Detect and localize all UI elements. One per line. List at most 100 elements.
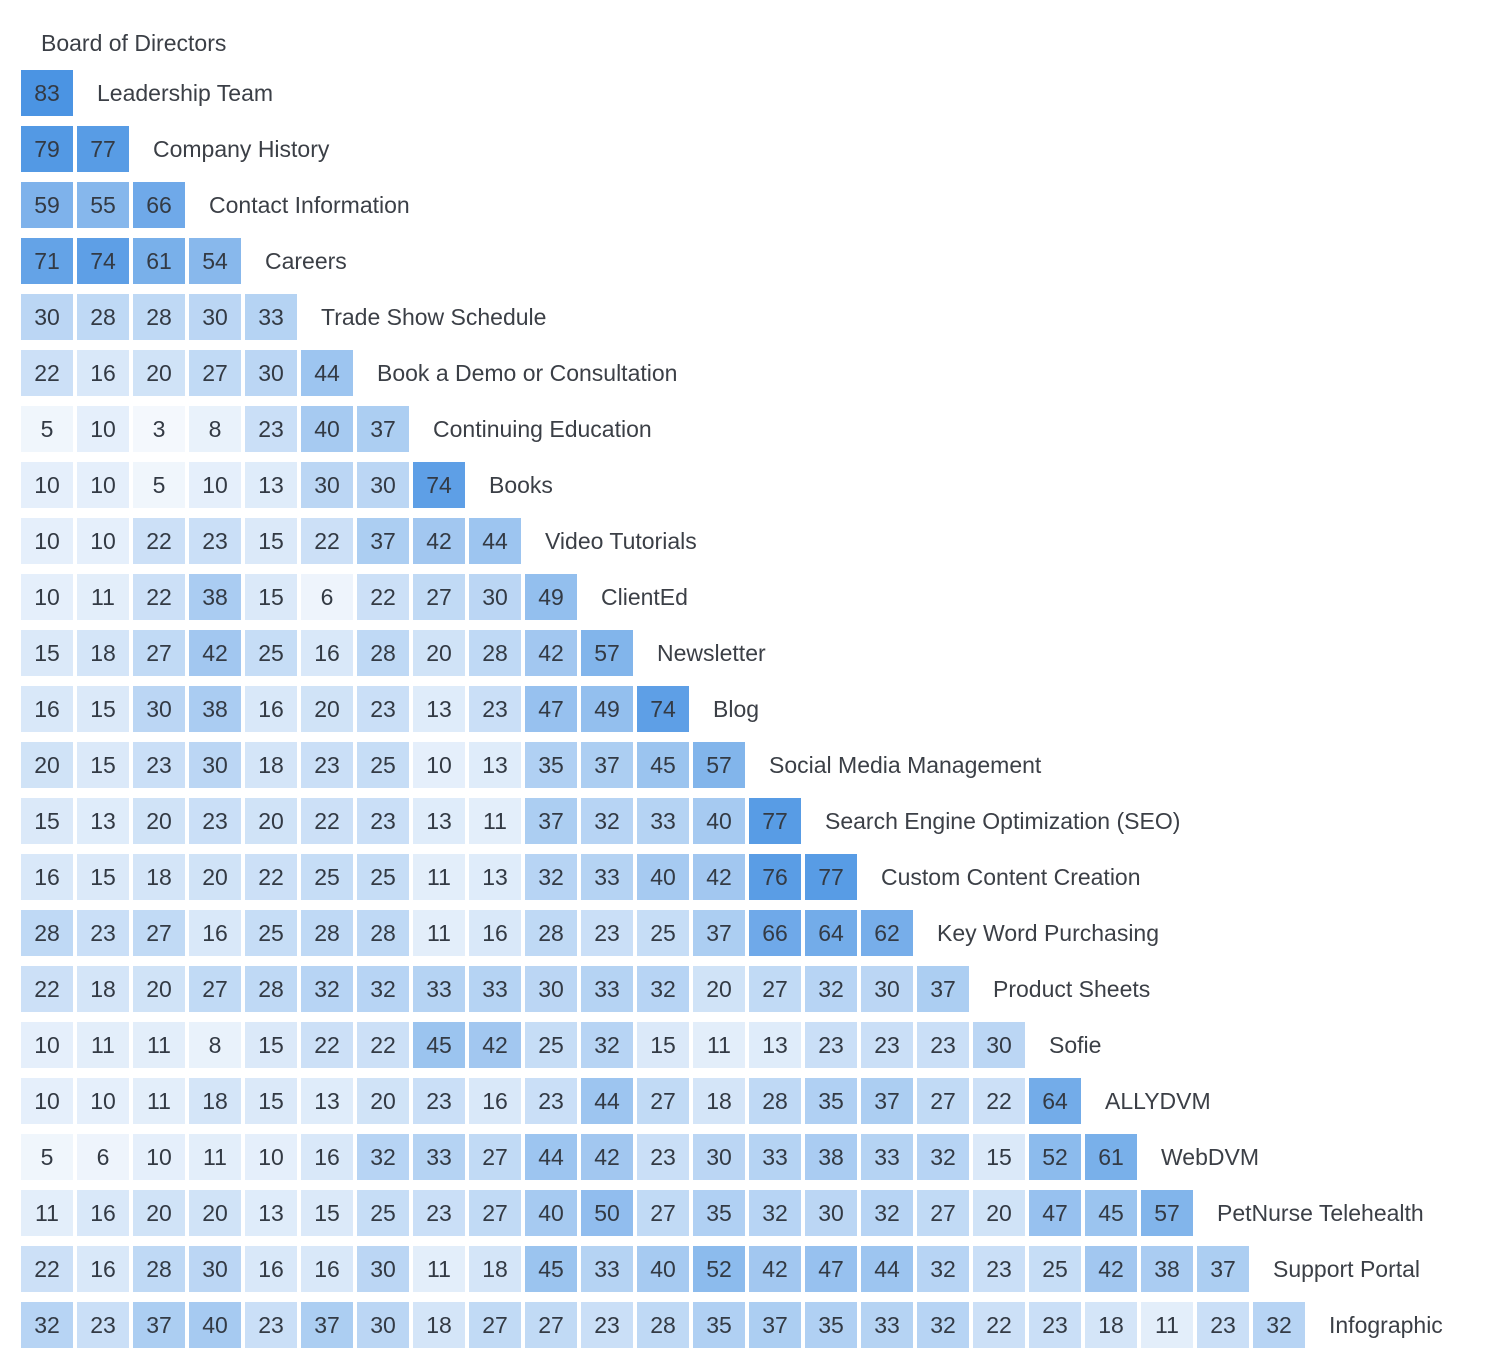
heatmap-cell: 16 bbox=[77, 350, 129, 396]
heatmap-cell: 45 bbox=[525, 1246, 577, 1292]
heatmap-cell: 23 bbox=[1197, 1302, 1249, 1348]
heatmap-cell: 32 bbox=[861, 1190, 913, 1236]
heatmap-cell: 44 bbox=[525, 1134, 577, 1180]
heatmap-cell: 44 bbox=[861, 1246, 913, 1292]
heatmap-cell: 18 bbox=[245, 742, 297, 788]
heatmap-cell: 62 bbox=[861, 910, 913, 956]
heatmap-cell: 16 bbox=[469, 910, 521, 956]
heatmap-cell: 74 bbox=[413, 462, 465, 508]
heatmap-cell: 8 bbox=[189, 1022, 241, 1068]
heatmap-cell: 15 bbox=[245, 1078, 297, 1124]
heatmap-cell: 11 bbox=[693, 1022, 745, 1068]
heatmap-cell: 22 bbox=[301, 518, 353, 564]
heatmap-cell: 33 bbox=[413, 1134, 465, 1180]
heatmap-cell: 27 bbox=[189, 966, 241, 1012]
heatmap-cell: 10 bbox=[21, 574, 73, 620]
row-label: ClientEd bbox=[601, 583, 688, 610]
heatmap-cell: 47 bbox=[1029, 1190, 1081, 1236]
heatmap-cell: 37 bbox=[581, 742, 633, 788]
heatmap-cell: 23 bbox=[581, 1302, 633, 1348]
heatmap-cell: 11 bbox=[413, 1246, 465, 1292]
heatmap-cell: 11 bbox=[469, 798, 521, 844]
heatmap-cell: 13 bbox=[413, 798, 465, 844]
heatmap-cell: 13 bbox=[749, 1022, 801, 1068]
heatmap-cell: 38 bbox=[189, 574, 241, 620]
heatmap-cell: 25 bbox=[357, 854, 409, 900]
heatmap-cell: 22 bbox=[21, 1246, 73, 1292]
heatmap-cell: 25 bbox=[357, 1190, 409, 1236]
heatmap-cell: 23 bbox=[861, 1022, 913, 1068]
heatmap-cell: 16 bbox=[245, 686, 297, 732]
heatmap-cell: 10 bbox=[21, 1022, 73, 1068]
heatmap-cell: 11 bbox=[413, 910, 465, 956]
heatmap-cell: 15 bbox=[21, 630, 73, 676]
heatmap-cell: 18 bbox=[77, 966, 129, 1012]
heatmap-cell: 15 bbox=[301, 1190, 353, 1236]
heatmap-cell: 33 bbox=[637, 798, 689, 844]
heatmap-cell: 18 bbox=[693, 1078, 745, 1124]
heatmap-cell: 15 bbox=[637, 1022, 689, 1068]
heatmap-cell: 22 bbox=[245, 854, 297, 900]
heatmap-cell: 18 bbox=[469, 1246, 521, 1292]
heatmap-cell: 32 bbox=[525, 854, 577, 900]
heatmap-cell: 11 bbox=[189, 1134, 241, 1180]
heatmap-cell: 20 bbox=[21, 742, 73, 788]
heatmap-cell: 22 bbox=[133, 574, 185, 620]
heatmap-cell: 18 bbox=[77, 630, 129, 676]
heatmap-cell: 28 bbox=[133, 1246, 185, 1292]
heatmap-cell: 28 bbox=[301, 910, 353, 956]
heatmap-cell: 40 bbox=[189, 1302, 241, 1348]
heatmap-cell: 33 bbox=[245, 294, 297, 340]
heatmap-cell: 30 bbox=[357, 462, 409, 508]
heatmap-cell: 37 bbox=[861, 1078, 913, 1124]
heatmap-cell: 16 bbox=[301, 1134, 353, 1180]
correlation-matrix: Board of Directors 83 Leadership Team 79 77… bbox=[21, 30, 1443, 1348]
heatmap-cell: 42 bbox=[413, 518, 465, 564]
heatmap-cell: 22 bbox=[21, 350, 73, 396]
heatmap-cell: 64 bbox=[805, 910, 857, 956]
heatmap-cell: 61 bbox=[133, 238, 185, 284]
heatmap-cell: 37 bbox=[1197, 1246, 1249, 1292]
heatmap-cell: 23 bbox=[245, 1302, 297, 1348]
heatmap-cell: 32 bbox=[21, 1302, 73, 1348]
heatmap-cell: 37 bbox=[917, 966, 969, 1012]
heatmap-cell: 28 bbox=[21, 910, 73, 956]
heatmap-cell: 10 bbox=[77, 406, 129, 452]
heatmap-cell: 13 bbox=[77, 798, 129, 844]
heatmap-cell: 42 bbox=[525, 630, 577, 676]
heatmap-cell: 38 bbox=[189, 686, 241, 732]
heatmap-cell: 40 bbox=[637, 854, 689, 900]
heatmap-cell: 10 bbox=[189, 462, 241, 508]
heatmap-cell: 42 bbox=[581, 1134, 633, 1180]
heatmap-cell: 35 bbox=[525, 742, 577, 788]
heatmap-cell: 32 bbox=[301, 966, 353, 1012]
heatmap-cell: 32 bbox=[581, 1022, 633, 1068]
heatmap-cell: 20 bbox=[133, 798, 185, 844]
heatmap-cell: 25 bbox=[245, 630, 297, 676]
heatmap-cell: 49 bbox=[581, 686, 633, 732]
heatmap-cell: 23 bbox=[189, 798, 241, 844]
heatmap-cell: 13 bbox=[469, 742, 521, 788]
heatmap-cell: 71 bbox=[21, 238, 73, 284]
heatmap-cell: 10 bbox=[21, 518, 73, 564]
row-label: Leadership Team bbox=[97, 79, 274, 106]
heatmap-cell: 23 bbox=[301, 742, 353, 788]
heatmap-cell: 23 bbox=[77, 1302, 129, 1348]
heatmap-cell: 16 bbox=[245, 1246, 297, 1292]
heatmap-cell: 27 bbox=[189, 350, 241, 396]
heatmap-cell: 37 bbox=[525, 798, 577, 844]
heatmap-cell: 27 bbox=[917, 1190, 969, 1236]
heatmap-cell: 42 bbox=[749, 1246, 801, 1292]
row-label: PetNurse Telehealth bbox=[1217, 1199, 1424, 1226]
heatmap-cell: 23 bbox=[77, 910, 129, 956]
heatmap-cell: 28 bbox=[245, 966, 297, 1012]
heatmap-cell: 27 bbox=[637, 1078, 689, 1124]
heatmap-cell: 22 bbox=[301, 1022, 353, 1068]
heatmap-cell: 33 bbox=[861, 1302, 913, 1348]
heatmap-cell: 20 bbox=[133, 1190, 185, 1236]
heatmap-cell: 22 bbox=[357, 1022, 409, 1068]
heatmap-cell: 18 bbox=[1085, 1302, 1137, 1348]
heatmap-cell: 25 bbox=[525, 1022, 577, 1068]
heatmap-cell: 23 bbox=[973, 1246, 1025, 1292]
heatmap-cell: 83 bbox=[21, 70, 73, 116]
